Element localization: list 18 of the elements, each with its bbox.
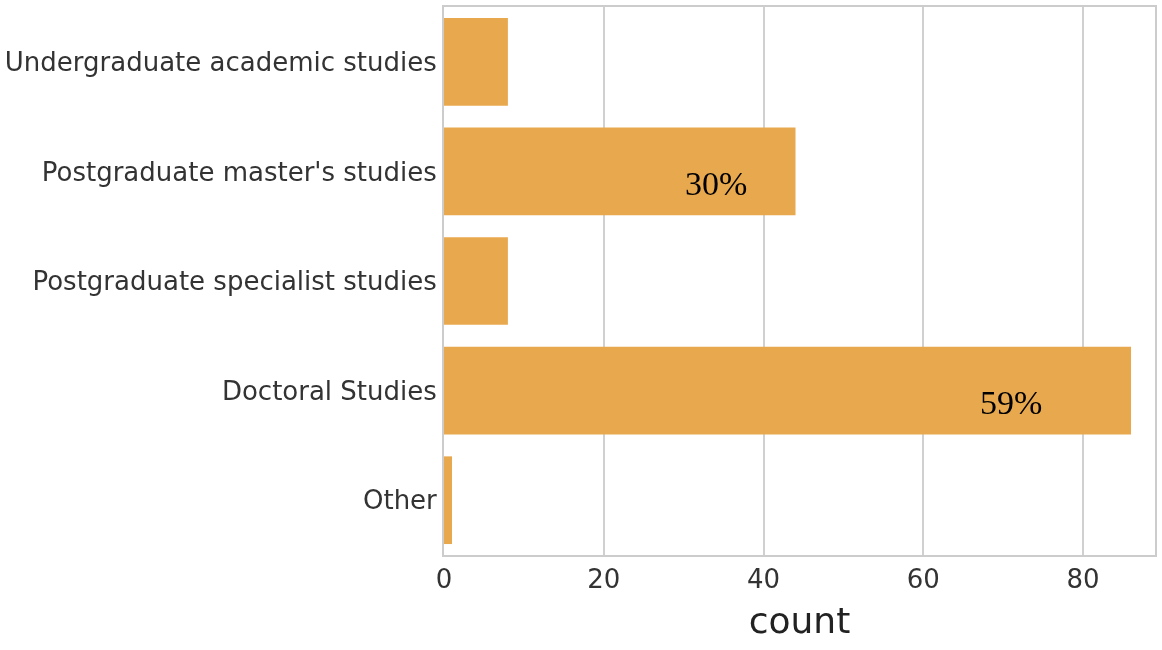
x-tick-label: 60 <box>906 564 940 595</box>
bar <box>444 346 1132 435</box>
bar <box>444 17 508 106</box>
annotation: 30% <box>685 165 748 202</box>
y-tick-label: Undergraduate academic studies <box>4 46 437 77</box>
bar <box>444 237 508 325</box>
x-axis-title: count <box>748 600 851 642</box>
bar <box>444 456 452 545</box>
x-tick-label: 80 <box>1066 564 1100 595</box>
annotation: 59% <box>980 384 1043 421</box>
x-tick-label: 0 <box>435 564 453 595</box>
y-tick-label: Postgraduate specialist studies <box>32 266 437 297</box>
y-tick-label: Postgraduate master's studies <box>41 156 437 187</box>
bar <box>444 127 796 216</box>
x-tick-label: 20 <box>587 564 621 595</box>
x-tick-label: 40 <box>747 564 781 595</box>
y-tick-label: Other <box>362 485 438 516</box>
y-tick-label: Doctoral Studies <box>221 375 437 406</box>
